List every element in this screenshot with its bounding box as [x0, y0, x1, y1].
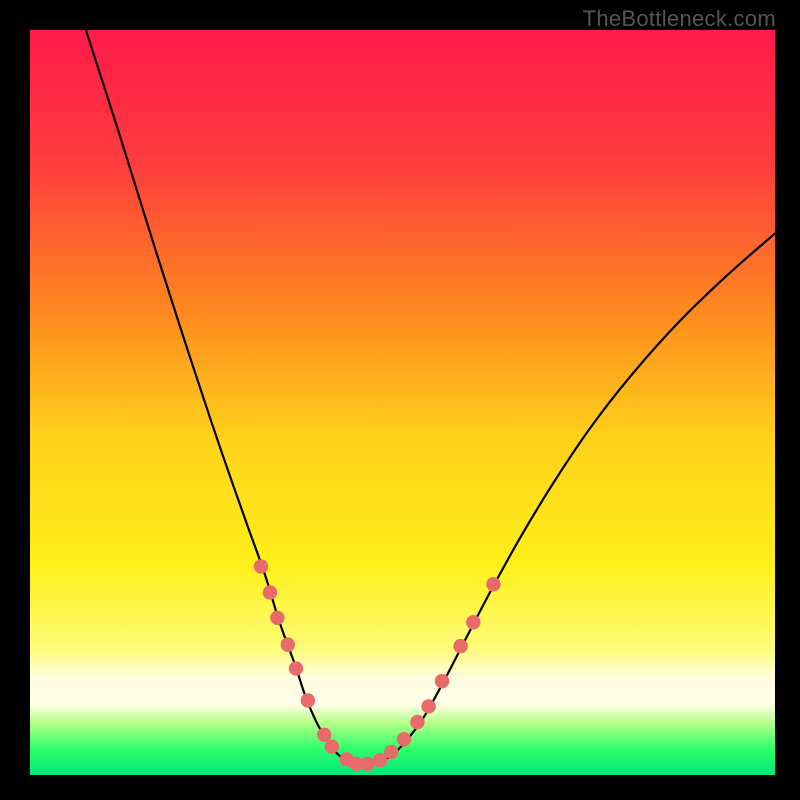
plot-svg	[30, 30, 775, 775]
data-marker	[254, 559, 268, 573]
data-marker	[270, 611, 284, 625]
data-marker	[435, 674, 449, 688]
watermark-text: TheBottleneck.com	[583, 6, 776, 32]
data-marker	[384, 745, 398, 759]
data-marker	[281, 637, 295, 651]
data-marker	[466, 615, 480, 629]
data-marker	[421, 699, 435, 713]
data-marker	[301, 693, 315, 707]
data-marker	[325, 739, 339, 753]
data-marker	[317, 728, 331, 742]
outer-frame: TheBottleneck.com	[0, 0, 800, 800]
plot-area	[30, 30, 775, 775]
data-marker	[397, 732, 411, 746]
gradient-background	[30, 30, 775, 775]
data-marker	[360, 757, 374, 771]
data-marker	[486, 577, 500, 591]
data-marker	[410, 715, 424, 729]
data-marker	[289, 661, 303, 675]
data-marker	[453, 639, 467, 653]
data-marker	[263, 585, 277, 599]
